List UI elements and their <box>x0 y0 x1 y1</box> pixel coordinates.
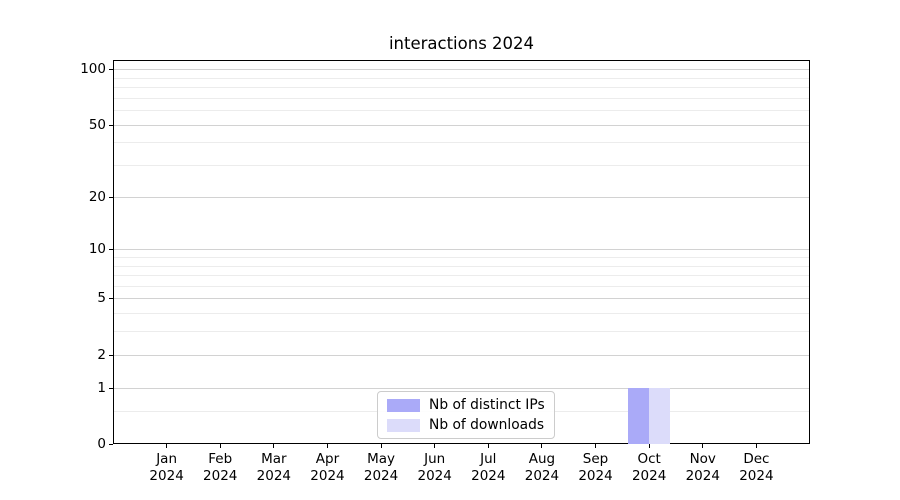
x-tick-label: Jul 2024 <box>456 451 520 485</box>
legend-item-distinct-ips: Nb of distinct IPs <box>387 397 545 413</box>
x-tick-label: Apr 2024 <box>295 451 359 485</box>
y-gridline-minor <box>114 256 809 258</box>
x-tick-label: Feb 2024 <box>188 451 252 485</box>
y-gridline-minor <box>114 165 809 167</box>
plot-area <box>113 60 810 444</box>
y-gridline-major <box>114 387 809 389</box>
x-tick <box>595 444 597 448</box>
x-tick-year: 2024 <box>471 468 506 484</box>
x-tick-year: 2024 <box>417 468 452 484</box>
x-tick-month: Aug <box>528 451 556 467</box>
y-tick-label: 1 <box>97 379 106 396</box>
x-tick-month: Jan <box>156 451 178 467</box>
x-tick-label: Aug 2024 <box>510 451 574 485</box>
x-tick-month: Feb <box>208 451 233 467</box>
x-tick-label: Dec 2024 <box>724 451 788 485</box>
y-tick <box>109 444 113 445</box>
y-gridline-minor <box>114 285 809 287</box>
y-gridline-major <box>114 298 809 300</box>
y-tick <box>109 388 113 389</box>
bar-nb-of-distinct-ips <box>628 387 650 444</box>
y-tick-label: 2 <box>97 346 106 363</box>
x-tick-month: Sep <box>582 451 609 467</box>
y-tick-label: 5 <box>97 290 106 307</box>
x-tick <box>541 444 543 448</box>
x-tick <box>326 444 328 448</box>
x-tick-year: 2024 <box>149 468 184 484</box>
x-tick <box>648 444 650 448</box>
x-tick-year: 2024 <box>363 468 399 484</box>
x-tick-label: Nov 2024 <box>671 451 735 485</box>
y-gridline-major <box>114 196 809 198</box>
y-gridline-minor <box>114 97 809 99</box>
x-tick-year: 2024 <box>685 468 720 484</box>
x-tick-label: Mar 2024 <box>242 451 306 485</box>
x-tick-year: 2024 <box>203 468 238 484</box>
x-tick-label: Jan 2024 <box>135 451 199 485</box>
x-tick-label: Oct 2024 <box>617 451 681 485</box>
legend-swatch-downloads <box>387 418 420 432</box>
y-tick-label: 0 <box>97 436 106 452</box>
legend: Nb of distinct IPs Nb of downloads <box>377 391 555 439</box>
y-tick <box>109 197 113 198</box>
x-tick-year: 2024 <box>524 468 560 484</box>
x-tick-label: Sep 2024 <box>564 451 628 485</box>
y-tick-label: 20 <box>88 188 106 205</box>
y-tick-label: 50 <box>88 116 106 133</box>
y-gridline-minor <box>114 110 809 112</box>
x-tick-month: May <box>367 451 396 467</box>
legend-label-downloads: Nb of downloads <box>429 417 545 433</box>
x-tick-month: Apr <box>315 451 340 467</box>
x-tick <box>755 444 757 448</box>
y-tick <box>109 249 113 250</box>
x-tick-year: 2024 <box>578 468 613 484</box>
y-tick-label: 10 <box>88 241 106 258</box>
x-tick-month: Jul <box>480 451 497 467</box>
y-tick <box>109 355 113 356</box>
x-tick <box>273 444 275 448</box>
x-tick-label: May 2024 <box>349 451 413 485</box>
legend-label-distinct-ips: Nb of distinct IPs <box>429 397 545 413</box>
legend-item-downloads: Nb of downloads <box>387 417 545 433</box>
x-tick <box>702 444 704 448</box>
y-gridline-major <box>114 124 809 126</box>
y-gridline-minor <box>114 313 809 315</box>
x-tick <box>487 444 489 448</box>
y-tick <box>109 125 113 126</box>
legend-swatch-distinct-ips <box>387 398 420 412</box>
x-tick <box>219 444 221 448</box>
chart-title: interactions 2024 <box>388 34 535 53</box>
y-gridline-minor <box>114 142 809 144</box>
x-tick <box>166 444 168 448</box>
x-tick-month: Oct <box>637 451 661 467</box>
bar-nb-of-downloads <box>649 387 671 444</box>
y-gridline-minor <box>114 275 809 277</box>
x-tick-year: 2024 <box>739 468 774 484</box>
x-tick-label: Jun 2024 <box>403 451 467 485</box>
y-gridline-minor <box>114 87 809 89</box>
y-gridline-minor <box>114 77 809 79</box>
x-tick-month: Nov <box>689 451 716 467</box>
x-tick-year: 2024 <box>256 468 292 484</box>
y-gridline-major <box>114 69 809 71</box>
y-gridline-minor <box>114 265 809 267</box>
x-tick-month: Jun <box>424 451 446 467</box>
x-tick <box>434 444 436 448</box>
y-tick <box>109 69 113 70</box>
y-gridline-major <box>114 249 809 251</box>
x-tick-month: Dec <box>743 451 770 467</box>
x-tick <box>380 444 382 448</box>
y-gridline-minor <box>114 331 809 333</box>
y-tick-label: 100 <box>80 61 106 78</box>
x-tick-month: Mar <box>261 451 287 467</box>
y-gridline-major <box>114 354 809 356</box>
x-tick-year: 2024 <box>310 468 345 484</box>
x-tick-year: 2024 <box>631 468 667 484</box>
y-tick <box>109 298 113 299</box>
